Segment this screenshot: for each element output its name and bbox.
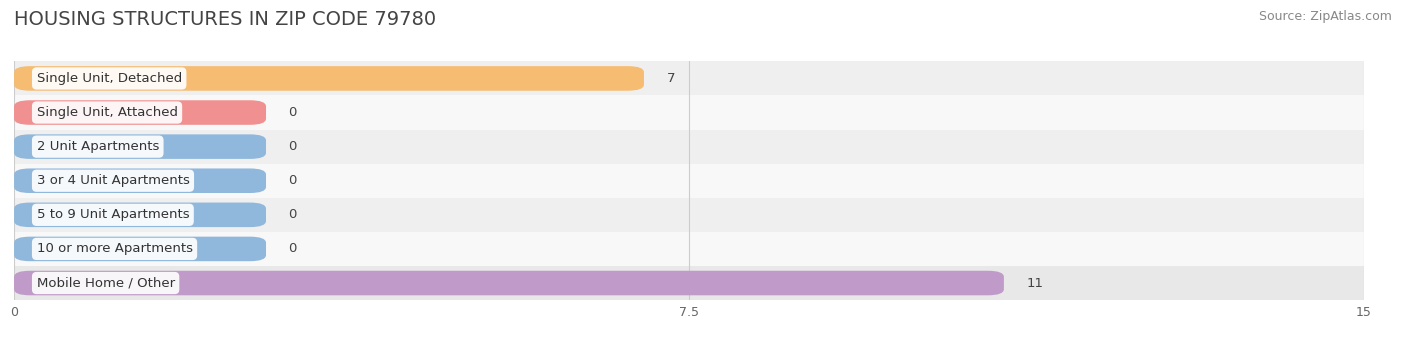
Text: 5 to 9 Unit Apartments: 5 to 9 Unit Apartments [37,208,190,221]
Text: 0: 0 [288,208,297,221]
Bar [14,198,1364,232]
Text: 11: 11 [1026,277,1043,290]
Text: Source: ZipAtlas.com: Source: ZipAtlas.com [1258,10,1392,23]
Text: 0: 0 [288,106,297,119]
FancyBboxPatch shape [14,271,1004,295]
Text: 7: 7 [666,72,675,85]
Text: Mobile Home / Other: Mobile Home / Other [37,277,174,290]
Text: 10 or more Apartments: 10 or more Apartments [37,242,193,255]
Text: 0: 0 [288,174,297,187]
Bar [14,266,1364,300]
FancyBboxPatch shape [14,203,266,227]
Bar [14,61,1364,95]
FancyBboxPatch shape [14,168,266,193]
FancyBboxPatch shape [14,100,266,125]
Text: 3 or 4 Unit Apartments: 3 or 4 Unit Apartments [37,174,190,187]
Text: Single Unit, Detached: Single Unit, Detached [37,72,181,85]
Text: 0: 0 [288,242,297,255]
FancyBboxPatch shape [14,66,644,91]
FancyBboxPatch shape [14,134,266,159]
Bar [14,164,1364,198]
FancyBboxPatch shape [14,237,266,261]
Text: HOUSING STRUCTURES IN ZIP CODE 79780: HOUSING STRUCTURES IN ZIP CODE 79780 [14,10,436,29]
Text: 0: 0 [288,140,297,153]
Text: Single Unit, Attached: Single Unit, Attached [37,106,177,119]
Text: 2 Unit Apartments: 2 Unit Apartments [37,140,159,153]
Bar [14,95,1364,130]
Bar [14,130,1364,164]
Bar [14,232,1364,266]
